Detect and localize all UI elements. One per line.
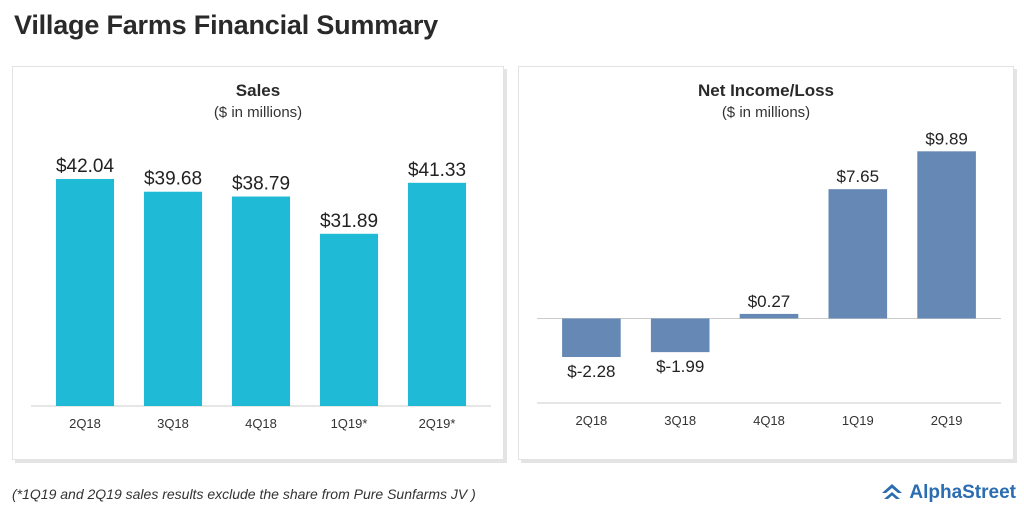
bar [407, 182, 467, 406]
bar [55, 178, 115, 406]
alphastreet-logo-icon [882, 484, 903, 499]
brand-name: AlphaStreet [909, 482, 1016, 503]
sales-chart-panel: Sales ($ in millions) $42.04 2Q18 $39.68 3Q… [12, 66, 504, 460]
data-label: $38.79 [232, 174, 290, 195]
net-income-chart-subtitle: ($ in millions) [721, 104, 811, 121]
x-tick-label: 1Q19* [331, 416, 368, 431]
bar [562, 318, 621, 358]
sales-chart-title: Sales [235, 81, 281, 100]
data-label: $39.68 [144, 169, 202, 190]
data-label: $7.65 [837, 167, 880, 186]
bar [231, 196, 291, 406]
bar [143, 191, 203, 406]
x-tick-label: 2Q19 [931, 413, 963, 428]
x-tick-label: 2Q18 [575, 413, 607, 428]
sales-chart-subtitle: ($ in millions) [213, 104, 303, 121]
x-tick-label: 4Q18 [753, 413, 785, 428]
net-income-chart-panel: Net Income/Loss ($ in millions) $-2.28 2Q… [518, 66, 1014, 460]
data-label: $-1.99 [656, 357, 704, 376]
data-label: $-2.28 [567, 362, 615, 381]
net-income-chart-svg: $-2.28 2Q18 $-1.99 3Q18 $0.27 4Q18 $7.65 1Q19 $9… [537, 129, 1001, 428]
net-income-chart-title: Net Income/Loss [697, 81, 835, 100]
footnote: (*1Q19 and 2Q19 sales results exclude th… [12, 486, 476, 502]
data-label: $9.89 [925, 129, 968, 148]
bar [828, 189, 888, 319]
x-tick-label: 3Q18 [157, 416, 189, 431]
bar [917, 151, 976, 319]
bar [739, 313, 799, 319]
x-tick-label: 1Q19 [842, 413, 874, 428]
bar [319, 233, 379, 406]
sales-chart-svg: $42.04 2Q18 $39.68 3Q18 $38.79 4Q18 $31.89 1Q19… [31, 156, 491, 431]
brand-logo[interactable]: AlphaStreet [881, 482, 1016, 504]
data-label: $42.04 [56, 156, 115, 177]
x-tick-label: 4Q18 [245, 416, 277, 431]
x-tick-label: 2Q18 [69, 416, 101, 431]
data-label: $41.33 [408, 160, 466, 181]
page-title: Village Farms Financial Summary [14, 10, 438, 40]
x-tick-label: 3Q18 [664, 413, 696, 428]
data-label: $0.27 [748, 292, 791, 311]
x-tick-label: 2Q19* [419, 416, 456, 431]
data-label: $31.89 [320, 211, 378, 232]
bar [650, 318, 710, 353]
